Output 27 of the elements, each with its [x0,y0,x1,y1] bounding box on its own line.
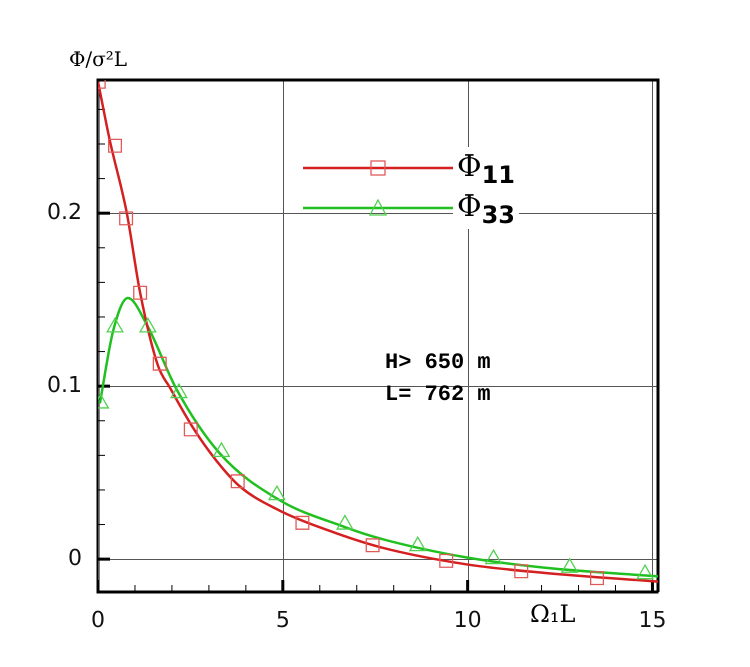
x-tick-label: 15 [638,608,666,633]
annotation: L= 762 m [385,382,491,407]
point [133,286,148,300]
y-tick-label: 0 [68,546,82,571]
point [561,558,578,573]
point [184,422,198,436]
point [170,383,188,398]
line-series [98,80,658,583]
point [119,211,134,226]
point [636,564,654,580]
x-tick-label: 10 [454,608,482,633]
point [213,442,230,458]
point [485,549,502,564]
x-axis-title: Ω₁L [530,600,576,628]
legend-label: Φ$_{33}$ [453,187,520,229]
point [336,514,354,530]
point [409,536,426,552]
y-tick-label: 0.2 [47,200,82,225]
annotation: H> 650 m [385,350,491,375]
x-tick-label: 0 [91,608,105,633]
point [108,138,122,153]
point [268,485,286,500]
y-tick-label: 0.1 [47,372,82,398]
point [152,356,167,371]
x-tick-label: 5 [276,608,290,633]
legend-label: Φ$_{11}$ [453,147,520,189]
y-axis-title: Φ/σ²L [68,47,128,71]
